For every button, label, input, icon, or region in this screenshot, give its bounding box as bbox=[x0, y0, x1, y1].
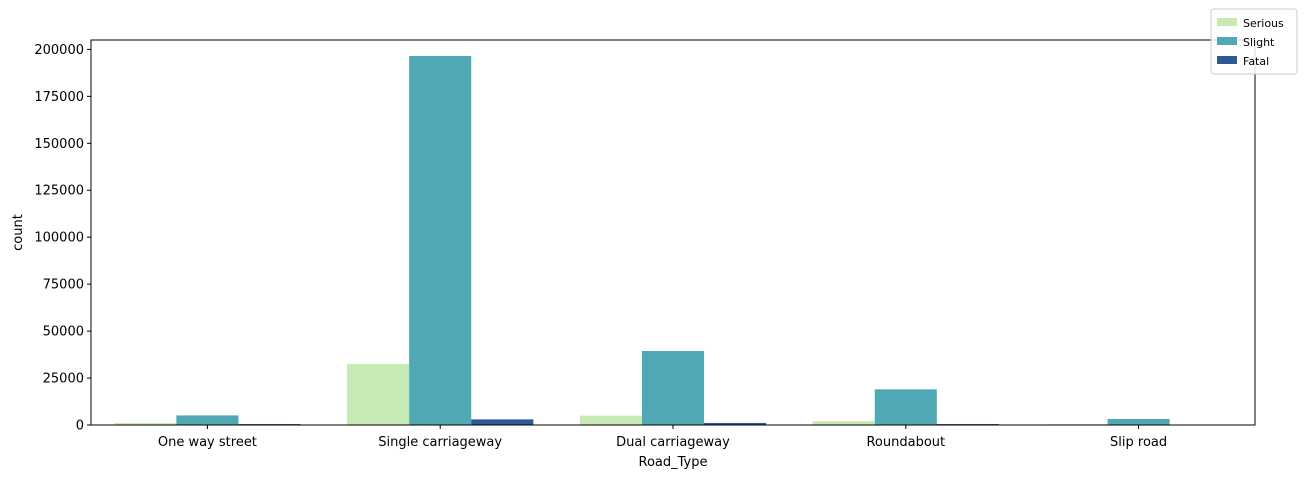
y-tick-label: 50000 bbox=[43, 325, 84, 340]
legend-label-fatal: Fatal bbox=[1243, 55, 1269, 68]
x-tick-label: Dual carriageway bbox=[616, 435, 730, 450]
y-tick-label: 175000 bbox=[34, 90, 84, 105]
bar-slight-0 bbox=[176, 415, 239, 425]
x-tick-label: Single carriageway bbox=[378, 435, 502, 450]
y-tick-label: 150000 bbox=[34, 137, 84, 152]
legend-swatch-serious bbox=[1217, 18, 1237, 26]
legend-swatch-fatal bbox=[1217, 56, 1237, 64]
bar-slight-1 bbox=[409, 55, 472, 426]
bar-fatal-2 bbox=[704, 422, 767, 425]
y-tick-label: 100000 bbox=[34, 231, 84, 246]
bar-serious-2 bbox=[579, 415, 642, 425]
x-tick-label: Roundabout bbox=[866, 435, 945, 450]
x-axis: One way street Single carriageway Dual car… bbox=[158, 425, 1167, 450]
y-tick-label: 25000 bbox=[43, 372, 84, 387]
legend-label-serious: Serious bbox=[1243, 17, 1284, 30]
y-tick-label: 0 bbox=[76, 419, 84, 434]
legend-swatch-slight bbox=[1217, 37, 1237, 45]
bar-slight-2 bbox=[641, 351, 705, 425]
bar-slight-3 bbox=[874, 389, 937, 425]
legend: Serious Slight Fatal bbox=[1210, 8, 1298, 75]
legend-label-slight: Slight bbox=[1243, 36, 1275, 49]
bar-serious-1 bbox=[347, 363, 410, 425]
y-axis: 0 25000 50000 75000 100000 125000 150000 175000… bbox=[34, 43, 91, 434]
bars-group bbox=[114, 55, 1232, 426]
bar-serious-0 bbox=[114, 423, 177, 425]
x-tick-label: Slip road bbox=[1110, 435, 1167, 450]
bar-serious-3 bbox=[812, 421, 875, 425]
x-axis-label: Road_Type bbox=[639, 455, 708, 470]
y-axis-label: count bbox=[11, 214, 26, 251]
bar-slight-4 bbox=[1107, 418, 1170, 425]
y-tick-label: 200000 bbox=[34, 43, 84, 58]
x-tick-label: One way street bbox=[158, 435, 257, 450]
plot-frame bbox=[90, 39, 1256, 426]
y-tick-label: 75000 bbox=[43, 278, 84, 293]
bar-fatal-1 bbox=[471, 419, 534, 425]
y-tick-label: 125000 bbox=[34, 184, 84, 199]
